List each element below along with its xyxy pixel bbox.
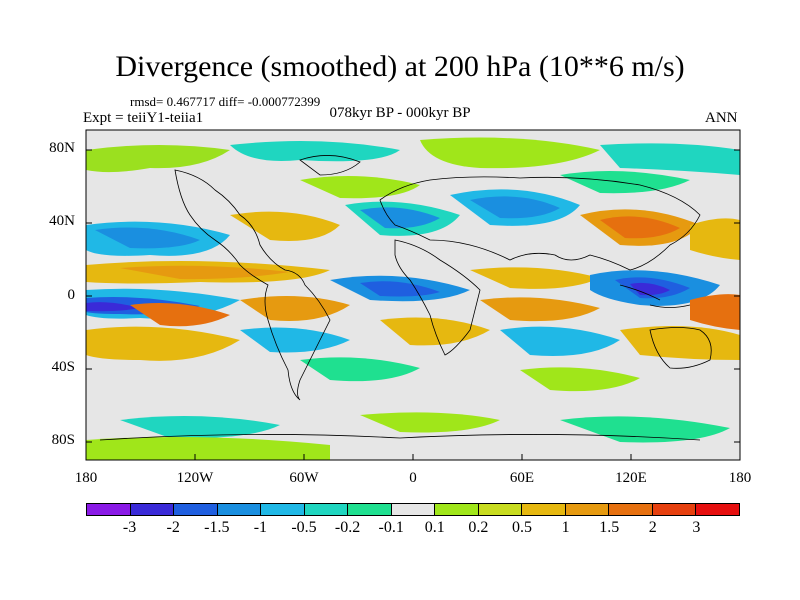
axis-ticks: [85, 149, 741, 460]
colorbar-swatch: [609, 504, 653, 515]
colorbar-label: 2: [648, 519, 657, 536]
lat-label: 80N: [49, 140, 75, 156]
colorbar-label: -2: [166, 519, 180, 536]
lon-label: 120E: [615, 470, 647, 486]
colorbar: [86, 503, 740, 516]
lat-label: 0: [67, 287, 76, 303]
colorbar-label: -1.5: [204, 519, 230, 536]
colorbar-label: 0.2: [468, 519, 489, 536]
colorbar-label: 3: [692, 519, 701, 536]
colorbar-swatch: [217, 504, 262, 515]
colorbar-label: 1.5: [599, 519, 620, 536]
field-contours: [86, 137, 740, 460]
colorbar-swatch: [565, 504, 610, 515]
colorbar-swatch: [174, 504, 218, 515]
colorbar-swatch: [522, 504, 566, 515]
colorbar-swatch: [304, 504, 349, 515]
season-label: ANN: [705, 110, 738, 126]
lon-label: 60E: [509, 470, 535, 486]
colorbar-swatch: [130, 504, 175, 515]
lat-label: 80S: [51, 432, 75, 448]
colorbar-label: 0.5: [512, 519, 532, 536]
lon-label: 180: [74, 470, 98, 486]
colorbar-label: -0.5: [291, 519, 317, 536]
lon-label: 60W: [289, 470, 319, 486]
stats-label: rmsd= 0.467717 diff= -0.000772399: [130, 94, 321, 109]
colorbar-swatch: [696, 504, 739, 515]
lon-label: 120W: [176, 470, 214, 486]
coastlines: [99, 155, 712, 441]
colorbar-swatch: [391, 504, 436, 515]
colorbar-swatch: [348, 504, 392, 515]
colorbar-swatch: [87, 504, 131, 515]
colorbar-swatch: [478, 504, 523, 515]
colorbar-label: -1: [253, 519, 268, 536]
colorbar-swatch: [652, 504, 697, 515]
colorbar-label: -0.2: [334, 519, 361, 536]
lat-label: 40S: [51, 359, 75, 375]
lon-label: 0: [409, 470, 417, 486]
experiment-label: Expt = teiiY1-teiia1: [83, 110, 204, 126]
lat-label: 40N: [49, 213, 75, 229]
colorbar-swatch: [435, 504, 479, 515]
lon-label: 180: [728, 470, 752, 486]
colorbar-swatch: [261, 504, 305, 515]
colorbar-label: 1: [561, 519, 570, 536]
plot-title: Divergence (smoothed) at 200 hPa (10**6 …: [115, 50, 685, 83]
period-label: 078kyr BP - 000kyr BP: [329, 105, 471, 121]
colorbar-label: -3: [122, 519, 137, 536]
colorbar-label: 0.1: [424, 519, 445, 536]
colorbar-label: -0.1: [378, 519, 404, 536]
